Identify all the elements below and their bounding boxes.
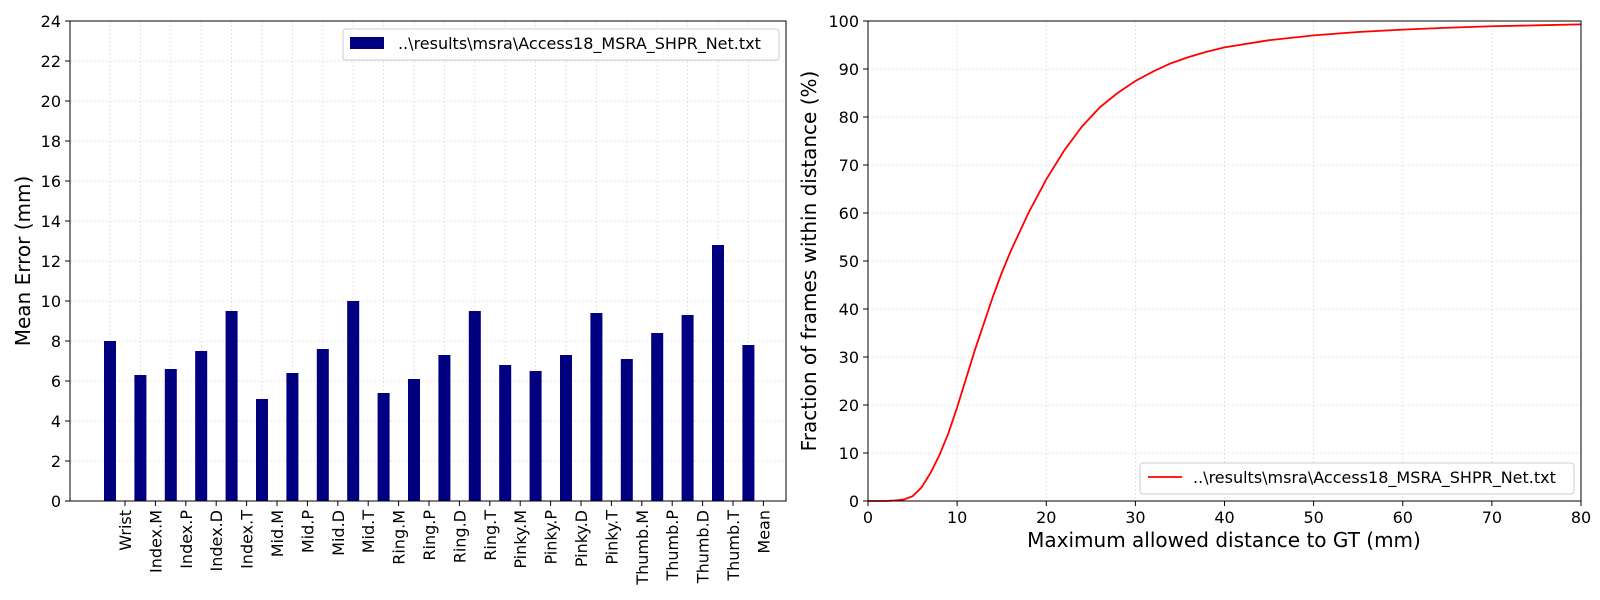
line-x-axis-label: Maximum allowed distance to GT (mm) (1027, 528, 1421, 552)
line-y-tick-label: 30 (839, 348, 859, 367)
line-x-tick-label: 70 (1482, 508, 1502, 527)
bar (499, 365, 512, 501)
bar-legend-swatch (350, 37, 384, 49)
line-y-tick-label: 50 (839, 252, 859, 271)
bar (134, 375, 147, 501)
bar-y-tick-label: 20 (41, 92, 61, 111)
bar (468, 311, 481, 501)
bar-series (104, 245, 755, 501)
bar-y-tick-label: 10 (41, 292, 61, 311)
bar-y-tick-label: 2 (51, 452, 61, 471)
bar (590, 313, 603, 501)
bar-legend-box (342, 28, 780, 61)
bar-x-tick-label: Ring.D (450, 510, 469, 563)
bar (164, 369, 177, 501)
bar (651, 333, 664, 501)
bar (286, 373, 299, 501)
bar-x-tick-label: Thumb.P (663, 510, 682, 582)
bar-y-tick-label: 14 (41, 212, 61, 231)
bar-x-tick-label: Ring.T (481, 510, 500, 561)
bar (712, 245, 724, 501)
line-legend-label: ..\results\msra\Access18_MSRA_SHPR_Net.t… (1193, 468, 1556, 488)
bar-y-tick-label: 0 (51, 492, 61, 511)
line-y-tick-label: 10 (839, 444, 859, 463)
bar (104, 341, 116, 501)
line-x-tick-label: 0 (863, 508, 873, 527)
line-chart: 0 10 20 30 40 50 60 70 80 90 100 0 10 20 30 40 50 60 70 80… (797, 12, 1591, 552)
line-y-axis-label: Fraction of frames within distance (%) (797, 71, 821, 452)
bar (438, 355, 451, 501)
bar-x-tick-label: Index.D (207, 510, 226, 571)
line-y-axis: 0 10 20 30 40 50 60 70 80 90 100 (828, 12, 868, 511)
line-x-tick-label: 20 (1036, 508, 1056, 527)
bar-x-tick-label: Index.M (146, 510, 165, 573)
line-y-tick-label: 70 (839, 156, 859, 175)
bar-y-tick-label: 8 (51, 332, 61, 351)
bar-y-tick-label: 18 (41, 132, 61, 151)
bar-x-tick-label: Mid.D (329, 510, 348, 556)
line-x-tick-label: 50 (1303, 508, 1323, 527)
bar-x-tick-label: Index.P (177, 510, 196, 569)
bar-x-tick-label: Mean (754, 510, 773, 554)
line-legend-box (1139, 462, 1575, 495)
line-y-tick-label: 60 (839, 204, 859, 223)
bar-x-tick-label: Pinky.D (572, 510, 591, 567)
bar-x-tick-label: Thumb.T (724, 510, 743, 582)
bar-legend-label: ..\results\msra\Access18_MSRA_SHPR_Net.t… (398, 34, 761, 54)
bar-x-tick-label: Mid.P (298, 510, 317, 553)
line-y-tick-label: 80 (839, 108, 859, 127)
bar-y-axis-label: Mean Error (mm) (11, 176, 35, 347)
bar (195, 351, 208, 501)
bar-x-tick-label: Thumb.D (694, 510, 713, 584)
line-x-tick-label: 60 (1393, 508, 1413, 527)
line-series (868, 23, 1582, 502)
bar-gridlines (70, 20, 786, 502)
bar (377, 393, 390, 501)
bar-x-tick-label: Mid.T (359, 510, 378, 553)
bar-legend: ..\results\msra\Access18_MSRA_SHPR_Net.t… (342, 28, 780, 61)
bar (742, 345, 755, 501)
bar-x-tick-label: Ring.M (390, 510, 409, 565)
bar (316, 349, 329, 501)
bar-x-tick-label: Pinky.M (511, 510, 530, 569)
bar-y-tick-label: 22 (41, 52, 61, 71)
bar-x-tick-label: Ring.P (420, 510, 439, 561)
bar-y-tick-label: 6 (51, 372, 61, 391)
line-y-tick-label: 100 (828, 12, 859, 31)
bar (620, 359, 633, 501)
bar (408, 379, 420, 501)
bar-x-tick-label: Index.T (238, 510, 257, 569)
line-x-tick-label: 10 (947, 508, 967, 527)
bar-x-tick-label: Pinky.T (602, 510, 621, 565)
bar-x-axis: Wrist Index.M Index.P Index.D Index.T Mid.M Mi… (116, 501, 773, 586)
line-gridlines (867, 20, 1582, 502)
bar (681, 315, 694, 501)
bar (225, 311, 238, 501)
bar (347, 301, 360, 501)
line-x-tick-label: 40 (1214, 508, 1234, 527)
bar-y-tick-label: 4 (51, 412, 61, 431)
bar-x-tick-label: Thumb.M (633, 510, 652, 586)
bar (256, 399, 268, 501)
line-legend: ..\results\msra\Access18_MSRA_SHPR_Net.t… (1139, 462, 1575, 495)
line-y-tick-label: 20 (839, 396, 859, 415)
line-y-tick-label: 40 (839, 300, 859, 319)
bar-x-tick-label: Pinky.P (542, 510, 561, 565)
line-y-tick-label: 0 (849, 492, 859, 511)
bar (529, 371, 542, 501)
bar-y-tick-label: 24 (41, 12, 61, 31)
bar-y-tick-label: 16 (41, 172, 61, 191)
bar-x-tick-label: Mid.M (268, 510, 287, 557)
line-y-tick-label: 90 (839, 60, 859, 79)
line-x-tick-label: 80 (1571, 508, 1591, 527)
bar (560, 355, 572, 501)
line-x-axis: 0 10 20 30 40 50 60 70 80 (863, 501, 1591, 527)
line-x-tick-label: 30 (1125, 508, 1145, 527)
bar-y-tick-label: 12 (41, 252, 61, 271)
bar-x-tick-label: Wrist (116, 510, 135, 551)
